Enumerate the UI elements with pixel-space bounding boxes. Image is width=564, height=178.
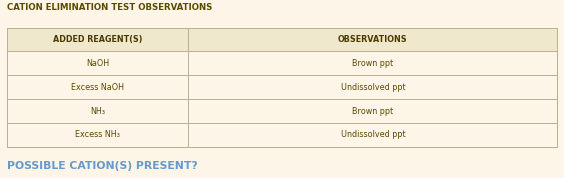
Text: NaOH: NaOH bbox=[86, 59, 109, 68]
Text: Undissolved ppt: Undissolved ppt bbox=[341, 83, 405, 92]
Text: Excess NaOH: Excess NaOH bbox=[71, 83, 124, 92]
Text: Brown ppt: Brown ppt bbox=[352, 107, 393, 116]
Text: Excess NH₃: Excess NH₃ bbox=[75, 130, 120, 139]
FancyBboxPatch shape bbox=[7, 28, 557, 51]
Text: Brown ppt: Brown ppt bbox=[352, 59, 393, 68]
Text: POSSIBLE CATION(S) PRESENT?: POSSIBLE CATION(S) PRESENT? bbox=[7, 161, 197, 171]
FancyBboxPatch shape bbox=[7, 28, 557, 147]
Text: OBSERVATIONS: OBSERVATIONS bbox=[338, 35, 408, 44]
Text: ADDED REAGENT(S): ADDED REAGENT(S) bbox=[53, 35, 142, 44]
Text: Undissolved ppt: Undissolved ppt bbox=[341, 130, 405, 139]
Text: NH₃: NH₃ bbox=[90, 107, 105, 116]
Text: CATION ELIMINATION TEST OBSERVATIONS: CATION ELIMINATION TEST OBSERVATIONS bbox=[7, 3, 212, 12]
